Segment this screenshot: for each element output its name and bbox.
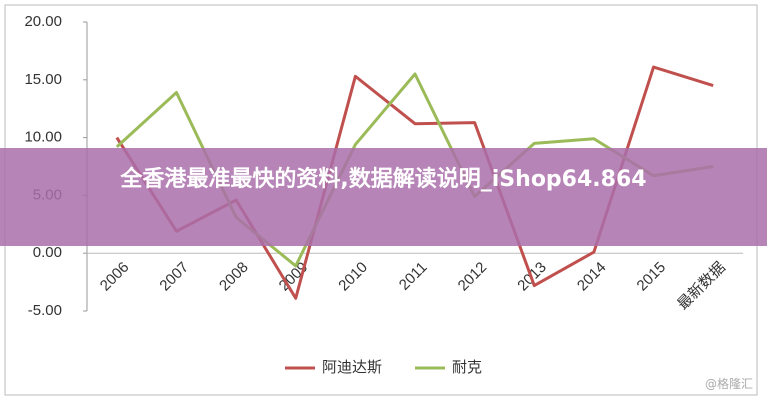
x-tick-label: 2008 xyxy=(216,259,252,295)
x-tick-label: 最新数据 xyxy=(674,259,728,313)
y-tick-label: 20.00 xyxy=(24,13,62,30)
x-tick-label: 2012 xyxy=(455,259,491,295)
x-tick-label: 2006 xyxy=(97,259,133,295)
x-tick-label: 2015 xyxy=(634,259,670,295)
legend-label: 阿迪达斯 xyxy=(322,359,382,376)
y-tick-label: -5.00 xyxy=(28,302,62,319)
y-tick-label: 0.00 xyxy=(33,244,62,261)
x-tick-label: 2014 xyxy=(574,259,610,295)
legend-label: 耐克 xyxy=(452,359,482,376)
x-tick-label: 2011 xyxy=(396,259,431,294)
y-tick-label: 15.00 xyxy=(24,71,62,88)
x-tick-label: 2007 xyxy=(156,259,192,295)
watermark: @格隆汇 xyxy=(704,377,753,391)
x-tick-label: 2010 xyxy=(335,259,371,295)
y-tick-label: 10.00 xyxy=(24,129,62,146)
banner: 全香港最准最快的资料,数据解读说明_iShop64.864 xyxy=(0,148,767,246)
